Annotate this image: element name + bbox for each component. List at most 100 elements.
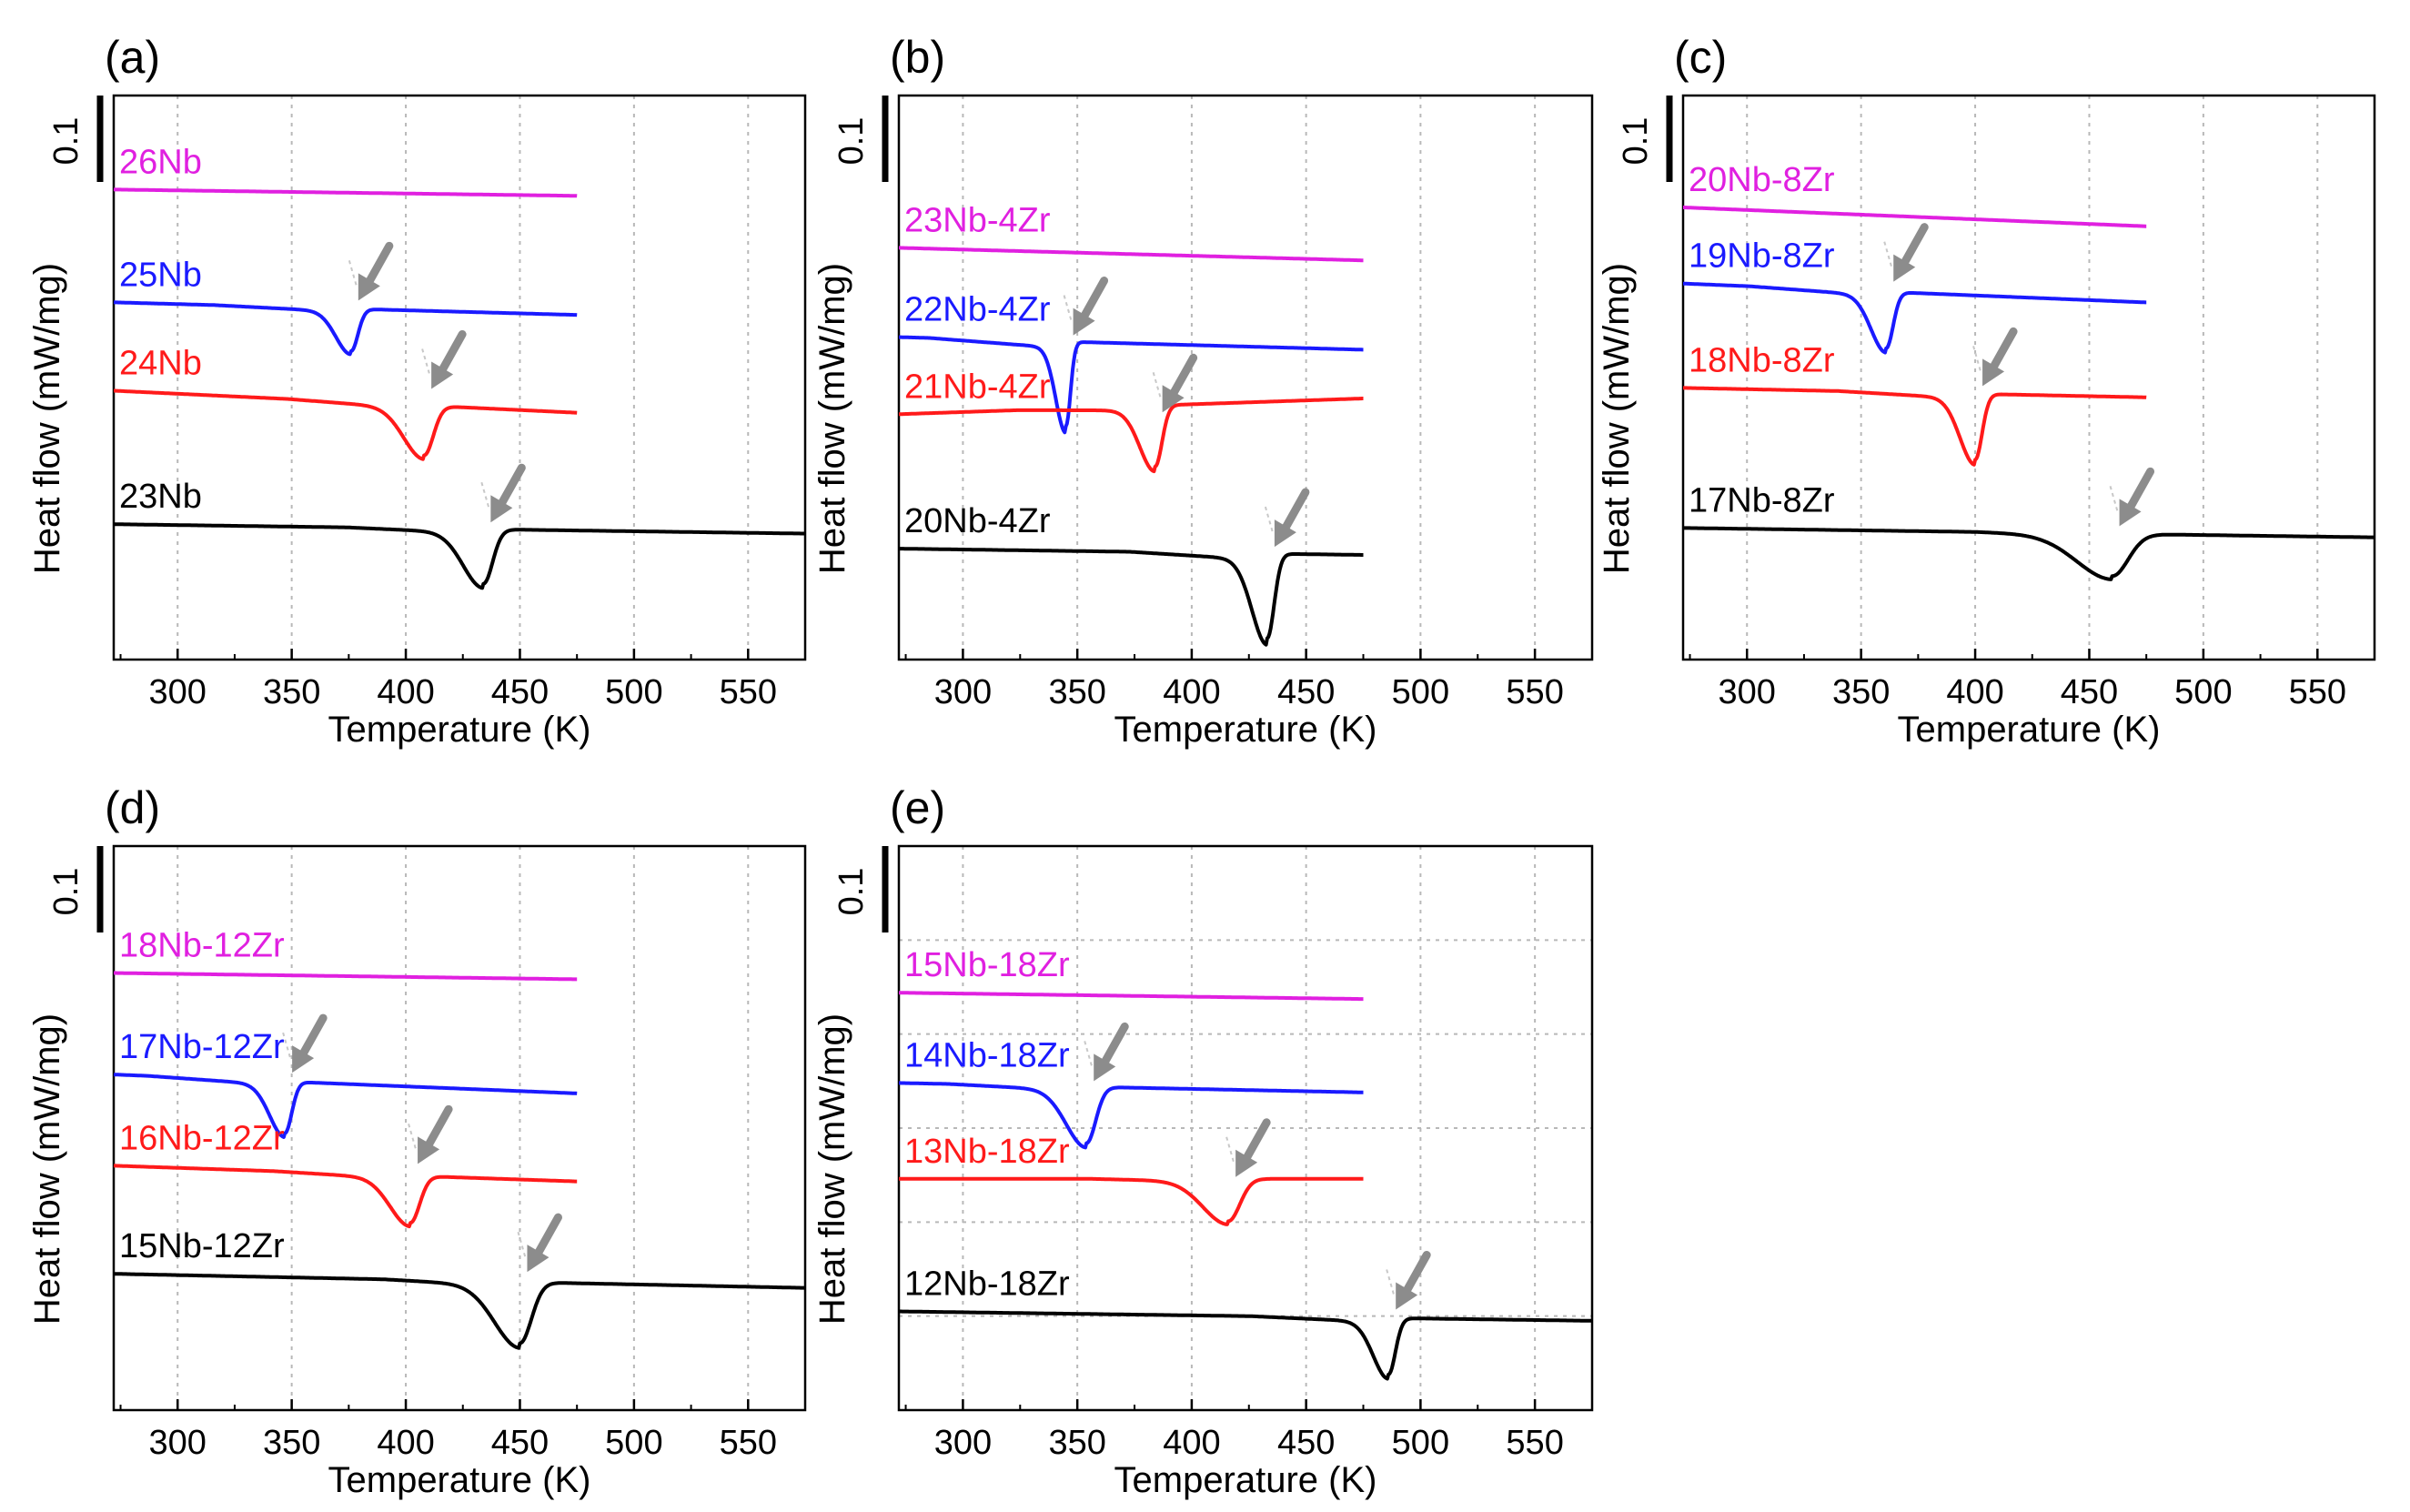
transition-arrow-icon [2109,467,2155,527]
series-22Nb-4Zr: 22Nb-4Zr [898,277,1365,435]
arrow-shadow [480,481,490,509]
curve-line [113,971,578,982]
arrow-shadow [348,260,358,287]
transition-arrow-icon [1264,488,1310,548]
series-16Nb-12Zr: 16Nb-12Zr [113,1104,578,1229]
arrow-shadow [517,1231,527,1258]
x-tick-label: 350 [1048,673,1105,711]
scale-bar-label: 0.1 [832,868,871,916]
series-label: 21Nb-4Zr [904,368,1051,406]
x-tick-label: 500 [1392,673,1449,711]
arrow-shadow [1883,241,1893,267]
curve-line [113,1272,806,1350]
x-tick-label: 400 [1163,1424,1220,1462]
arrow-head [1982,358,2005,387]
transition-arrow-icon [1063,277,1109,336]
x-tick-label: 500 [2174,673,2232,711]
x-tick-label: 550 [720,1424,777,1462]
y-axis-label: Heat flow (mW/mg) [27,263,67,574]
series-label: 26Nb [119,143,202,181]
series-label: 25Nb [119,256,202,294]
series-24Nb: 24Nb [113,329,578,461]
series-label: 17Nb-12Zr [119,1028,285,1066]
series-12Nb-18Zr: 12Nb-18Zr [898,1251,1593,1381]
plot-frame [897,94,1594,661]
series-label: 20Nb-8Zr [1689,161,1835,199]
arrow-shadow [1264,506,1274,533]
x-tick-label: 400 [1163,673,1220,711]
transition-arrow-icon [1152,353,1198,413]
arrow-shadow [1386,1269,1396,1295]
series-label: 24Nb [119,344,202,382]
series-20Nb-8Zr: 20Nb-8Zr [1682,161,2147,228]
curve-line [898,991,1365,1002]
x-tick-label: 300 [149,673,207,711]
transition-arrow-icon [1225,1118,1271,1177]
transition-arrow-icon [1386,1251,1431,1310]
x-tick-label: 400 [1946,673,2003,711]
arrow-head [1162,385,1185,413]
series-label: 12Nb-18Zr [904,1265,1070,1304]
x-axis-label: Temperature (K) [1898,710,2161,750]
series-label: 13Nb-18Zr [904,1133,1070,1171]
y-axis-label: Heat flow (mW/mg) [27,1013,67,1325]
transition-arrow-icon [480,463,526,523]
curve-line [1682,281,2147,355]
arrow-shadow [2109,486,2119,512]
series-label: 17Nb-8Zr [1689,481,1835,519]
series-label: 16Nb-12Zr [119,1119,285,1157]
x-tick-label: 550 [720,673,777,711]
series-13Nb-18Zr: 13Nb-18Zr [898,1118,1365,1226]
series-15Nb-18Zr: 15Nb-18Zr [898,946,1365,1002]
arrow-head [2119,499,2142,527]
x-tick-label: 450 [1277,1424,1335,1462]
series-label: 19Nb-8Zr [1689,237,1835,276]
curve-line [898,1176,1365,1226]
arrow-shadow [1225,1136,1235,1164]
x-tick-label: 400 [377,1424,434,1462]
x-tick-label: 500 [605,1424,662,1462]
transition-arrow-icon [421,329,467,389]
arrow-shadow [1063,295,1073,321]
panel-label: (c) [1674,32,1727,83]
transition-arrow-icon [282,1013,328,1074]
curve-line [1682,206,2147,228]
arrow-shadow [1152,372,1162,398]
x-tick-label: 450 [491,1424,549,1462]
arrow-shadow [408,1124,418,1150]
x-tick-label: 450 [491,673,549,711]
curve-line [898,547,1365,647]
plot-frame [897,844,1594,1412]
x-tick-label: 350 [263,673,320,711]
series-15Nb-12Zr: 15Nb-12Zr [113,1213,806,1350]
x-tick-label: 500 [1392,1424,1449,1462]
transition-arrow-icon [1084,1022,1129,1082]
series-17Nb-12Zr: 17Nb-12Zr [113,1013,578,1139]
arrow-head [358,273,380,301]
arrow-head [490,495,513,523]
x-tick-label: 350 [1832,673,1890,711]
x-axis-label: Temperature (K) [1114,1460,1377,1500]
plot-frame [1681,94,2376,661]
arrow-head [527,1245,550,1273]
series-label: 18Nb-8Zr [1689,341,1835,379]
series-19Nb-8Zr: 19Nb-8Zr [1682,223,2147,355]
x-tick-label: 450 [2061,673,2118,711]
x-tick-label: 550 [1506,673,1563,711]
curve-line [898,397,1365,474]
arrow-shadow [1972,346,1982,372]
arrow-head [431,361,454,389]
series-18Nb-8Zr: 18Nb-8Zr [1682,327,2147,467]
series-20Nb-4Zr: 20Nb-4Zr [898,488,1365,647]
y-axis-label: Heat flow (mW/mg) [812,1013,852,1325]
series-23Nb: 23Nb [113,463,806,590]
y-axis-label: Heat flow (mW/mg) [812,263,852,574]
plot-frame [112,94,807,661]
x-tick-label: 350 [263,1424,320,1462]
series-23Nb-4Zr: 23Nb-4Zr [898,201,1365,263]
x-axis-label: Temperature (K) [1114,710,1377,750]
x-tick-label: 550 [2289,673,2346,711]
x-tick-label: 300 [1719,673,1776,711]
series-21Nb-4Zr: 21Nb-4Zr [898,353,1365,474]
curve-line [1682,386,2147,467]
